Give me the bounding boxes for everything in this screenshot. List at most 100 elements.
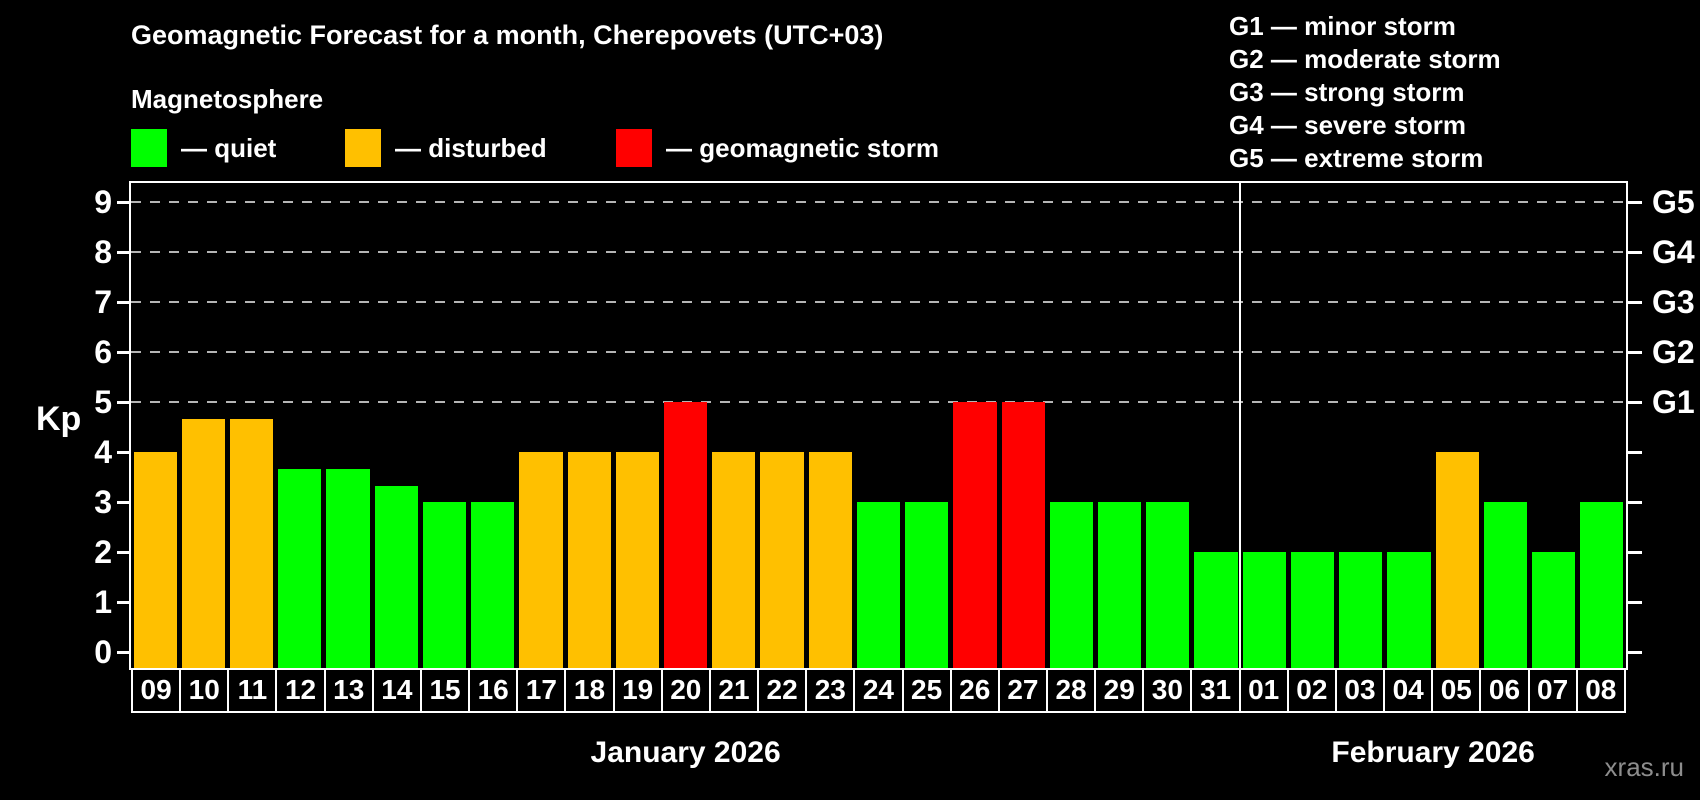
date-label-31: 31 <box>1192 670 1241 713</box>
date-label-09: 09 <box>131 670 182 713</box>
right-axis-tick <box>1628 500 1642 504</box>
date-label-28: 28 <box>1047 670 1097 713</box>
bar-11 <box>229 418 274 668</box>
g-scale-line-g5: G5 — extreme storm <box>1229 143 1484 173</box>
date-label-26: 26 <box>951 670 1000 713</box>
bar-12 <box>278 468 322 668</box>
bar-08 <box>1580 502 1624 668</box>
y-axis-tick-label: 9 <box>94 184 112 220</box>
month-label: February 2026 <box>1331 736 1535 769</box>
g-scale-legend: G1 — minor storm G2 — moderate storm G3 … <box>1229 10 1501 175</box>
date-label-13: 13 <box>325 670 374 713</box>
bar-05 <box>1435 452 1479 668</box>
gridline-kp8 <box>131 251 1626 253</box>
bar-28 <box>1049 502 1093 668</box>
right-axis-tick <box>1628 350 1642 354</box>
bar-01 <box>1242 552 1286 668</box>
bar-06 <box>1483 502 1528 668</box>
bar-22 <box>760 452 804 668</box>
date-label-10: 10 <box>181 670 230 713</box>
bar-25 <box>905 502 949 668</box>
bar-21 <box>712 452 756 668</box>
y-axis-tick-label: 6 <box>94 334 112 370</box>
month-label: January 2026 <box>590 736 781 769</box>
right-axis-label-g2: G2 <box>1652 334 1695 370</box>
y-axis-tick-label: 4 <box>94 434 112 470</box>
bar-27 <box>1001 402 1045 668</box>
y-axis-tick-label: 1 <box>94 584 112 620</box>
date-label-14: 14 <box>373 670 422 713</box>
y-axis-tick <box>117 600 131 604</box>
legend-label-storm: — geomagnetic storm <box>666 132 940 163</box>
y-axis-tick <box>117 550 131 554</box>
right-axis-tick <box>1628 450 1642 454</box>
y-axis-tick <box>117 200 131 204</box>
date-label-27: 27 <box>999 670 1048 713</box>
storm-color-swatch <box>616 129 652 167</box>
date-label-11: 11 <box>229 670 278 713</box>
bar-20 <box>663 402 708 668</box>
right-axis-label-g4: G4 <box>1652 234 1695 270</box>
date-label-25: 25 <box>903 670 952 713</box>
date-label-07: 07 <box>1529 670 1578 713</box>
right-axis-label-g5: G5 <box>1652 184 1695 220</box>
bar-17 <box>519 452 563 668</box>
y-axis-tick-label: 7 <box>94 284 112 320</box>
bar-24 <box>856 502 901 668</box>
date-label-05: 05 <box>1433 670 1482 713</box>
date-label-18: 18 <box>566 670 615 713</box>
bar-31 <box>1194 552 1238 668</box>
month-separator <box>1239 183 1242 668</box>
date-label-23: 23 <box>807 670 856 713</box>
plot-area <box>129 181 1628 670</box>
right-axis-tick <box>1628 550 1642 554</box>
chart-subtitle: Magnetosphere <box>131 84 324 114</box>
date-label-16: 16 <box>470 670 519 713</box>
bar-15 <box>422 502 467 668</box>
y-axis-tick-label: 0 <box>94 634 112 670</box>
right-axis-label-g3: G3 <box>1652 284 1695 320</box>
bar-03 <box>1339 552 1383 668</box>
date-label-12: 12 <box>277 670 326 713</box>
gridline-kp9 <box>131 201 1626 203</box>
date-label-17: 17 <box>518 670 567 713</box>
bar-30 <box>1146 502 1190 668</box>
date-axis: 09 10 11 12 13 14 15 16 17 18 19 20 21 22 23 24 25 26 27 28… <box>131 670 1626 713</box>
date-label-21: 21 <box>710 670 760 713</box>
bar-07 <box>1532 552 1576 668</box>
bar-14 <box>374 485 418 668</box>
date-label-30: 30 <box>1144 670 1193 713</box>
legend-item-storm: — geomagnetic storm <box>616 128 939 168</box>
bar-19 <box>615 452 659 668</box>
page-title: Geomagnetic Forecast for a month, Cherep… <box>131 20 884 50</box>
g-scale-line-g1: G1 — minor storm <box>1229 11 1456 41</box>
date-label-19: 19 <box>614 670 663 713</box>
date-label-03: 03 <box>1336 670 1386 713</box>
y-axis-tick <box>117 500 131 504</box>
bar-23 <box>808 452 852 668</box>
right-axis-tick <box>1628 200 1642 204</box>
date-label-04: 04 <box>1385 670 1434 713</box>
disturbed-color-swatch <box>345 129 381 167</box>
g-scale-line-g2: G2 — moderate storm <box>1229 44 1501 74</box>
g-scale-line-g4: G4 — severe storm <box>1229 110 1467 140</box>
date-label-24: 24 <box>855 670 904 713</box>
y-axis-tick <box>117 450 131 454</box>
bar-10 <box>181 418 225 668</box>
y-axis-tick-label: 5 <box>94 384 112 420</box>
bar-09 <box>133 452 177 668</box>
right-axis-tick <box>1628 400 1642 404</box>
y-axis-title: Kp <box>36 400 82 438</box>
right-axis-tick <box>1628 300 1642 304</box>
bar-18 <box>567 452 611 668</box>
bar-13 <box>326 468 370 668</box>
y-axis-tick <box>117 300 131 304</box>
date-label-01: 01 <box>1240 670 1289 713</box>
date-label-08: 08 <box>1577 670 1626 713</box>
bar-29 <box>1098 502 1142 668</box>
right-axis-tick <box>1628 600 1642 604</box>
legend-item-quiet: — quiet <box>131 128 276 168</box>
gridline-kp6 <box>131 351 1626 353</box>
y-axis-tick <box>117 250 131 254</box>
date-label-15: 15 <box>421 670 471 713</box>
